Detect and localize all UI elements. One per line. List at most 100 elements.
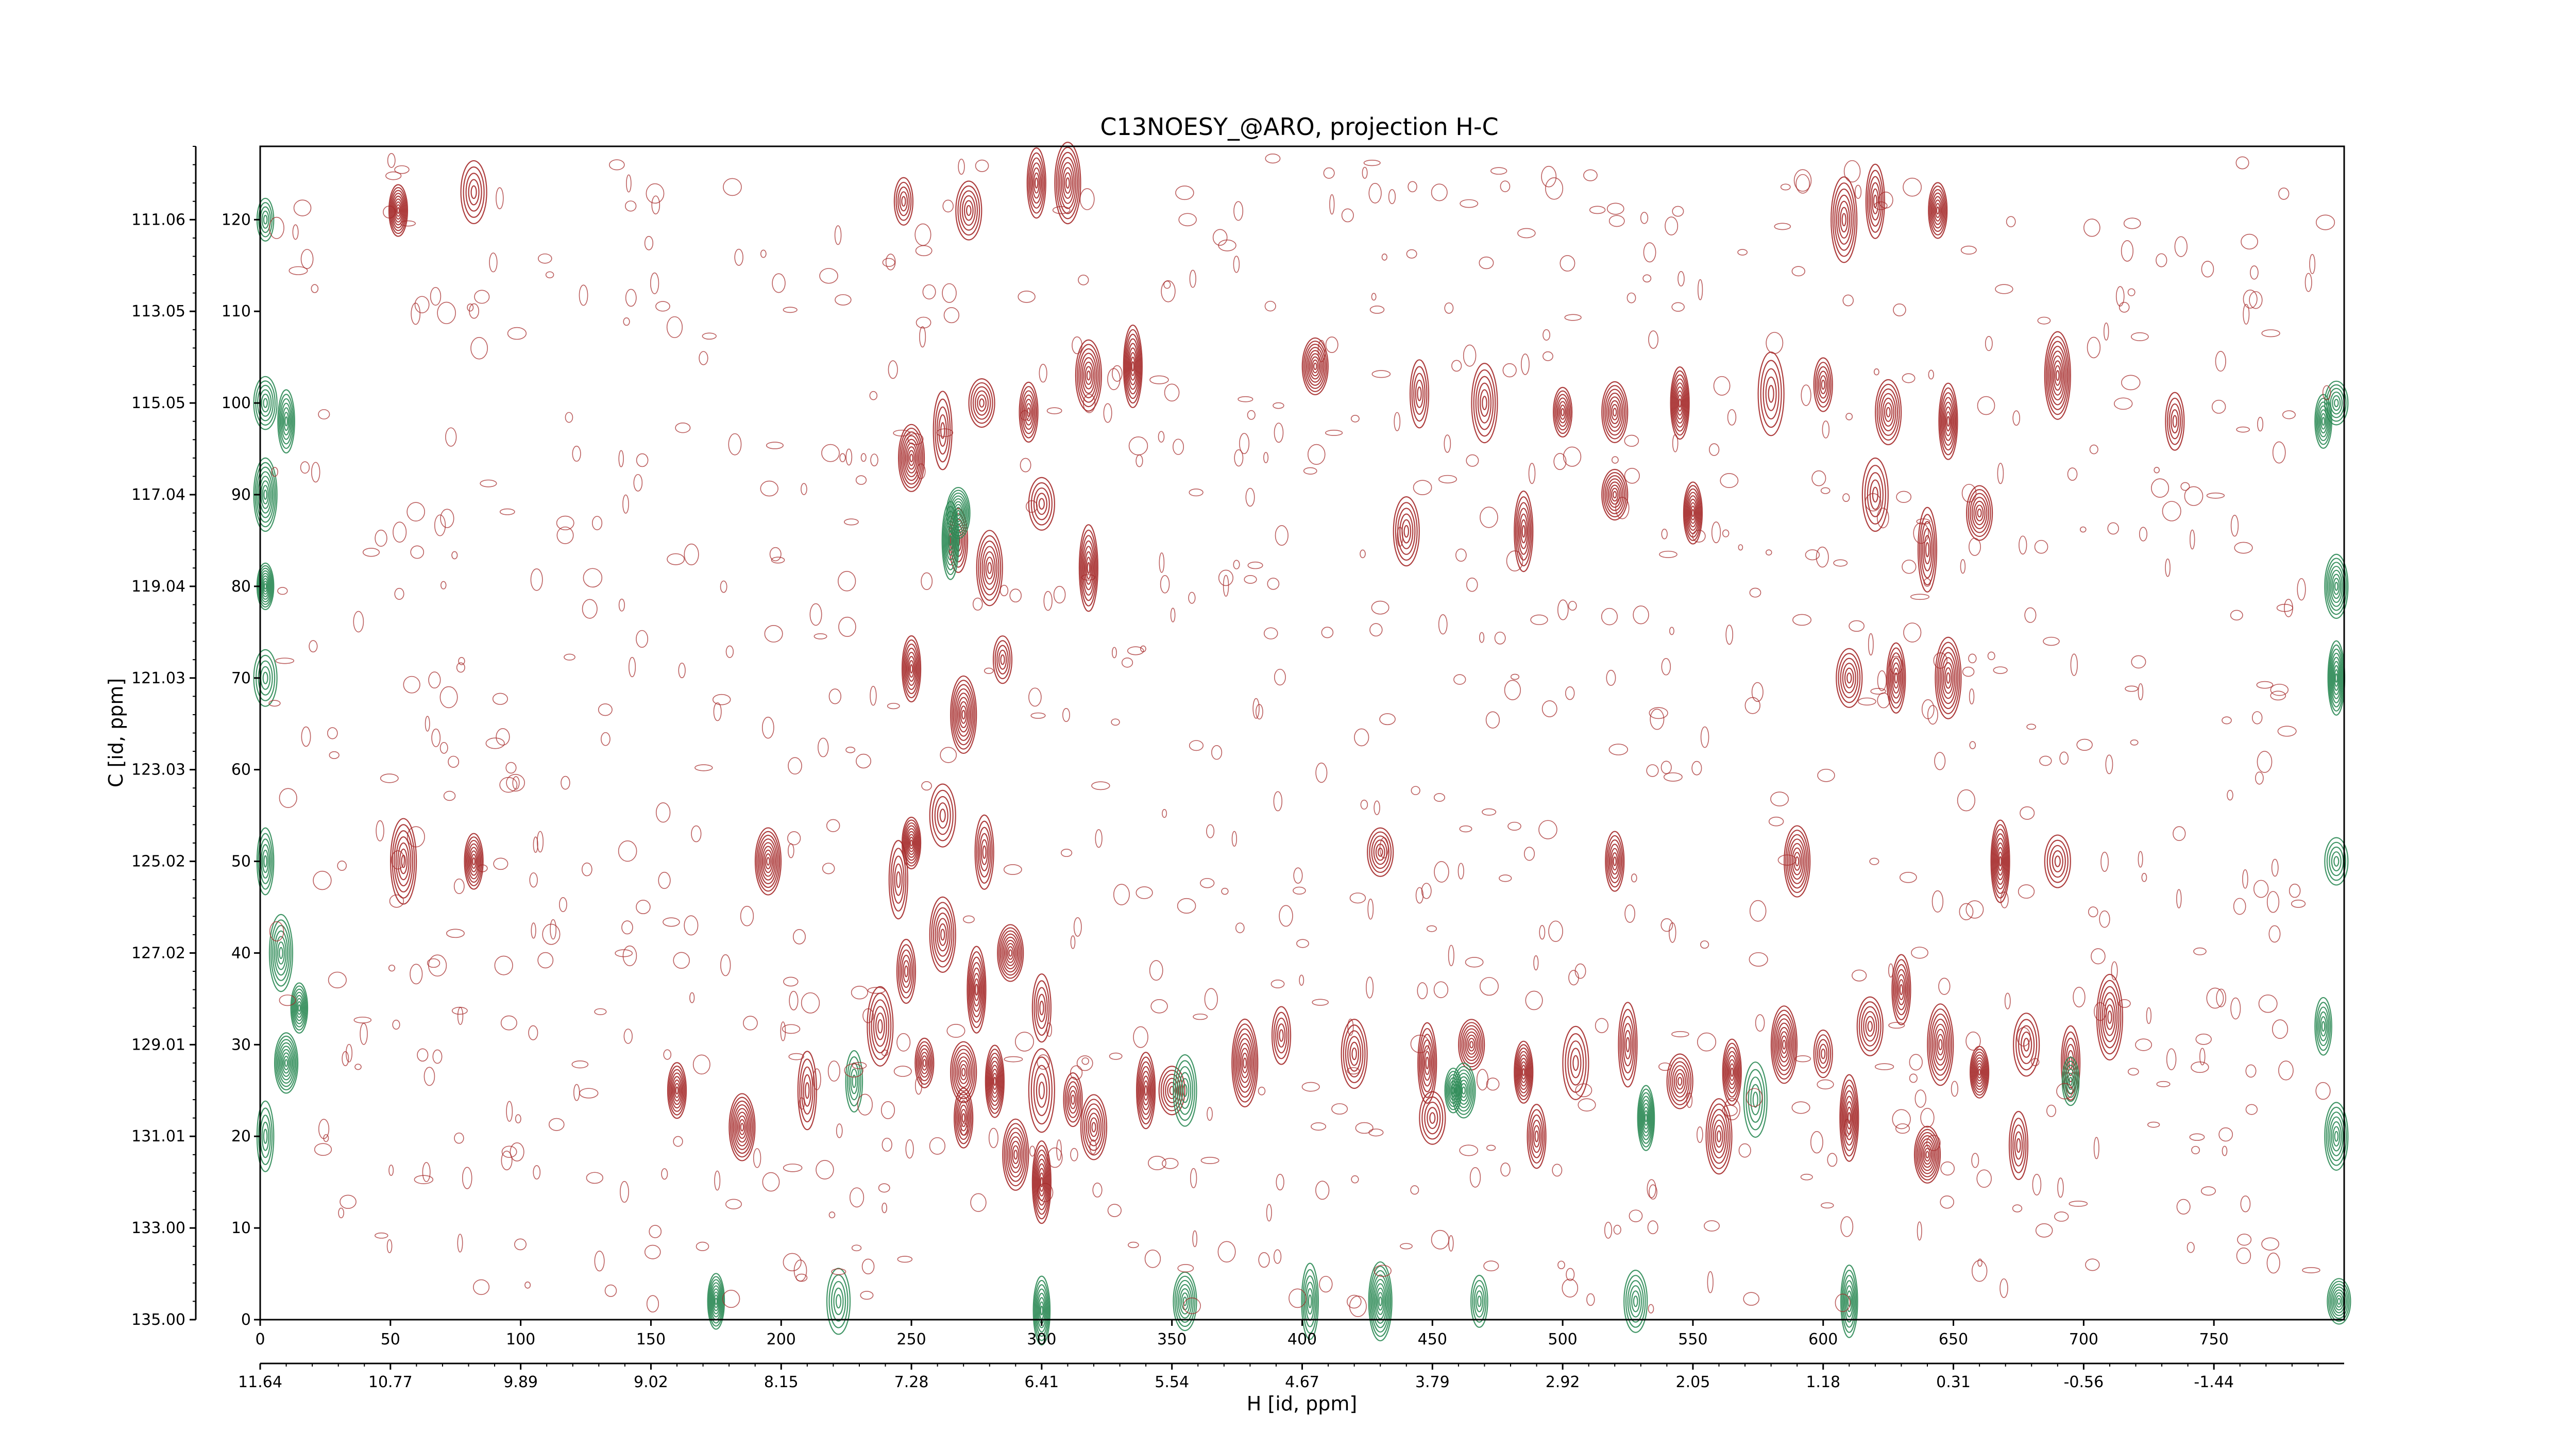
positive-peak-contour (1427, 1107, 1438, 1130)
positive-peak-contour (740, 1123, 744, 1132)
positive-peak-contour (1928, 182, 1948, 239)
negative-peak-contour (278, 1042, 295, 1084)
noise-contour (734, 248, 743, 266)
noise-contour (1091, 781, 1110, 790)
negative-peak-contour (1180, 1078, 1190, 1103)
noise-contour (867, 987, 886, 994)
noise-contour (818, 737, 829, 757)
noise-contour (329, 751, 340, 759)
noise-contour (1533, 955, 1539, 971)
noise-contour (1766, 332, 1784, 354)
positive-peak-contour (1716, 1130, 1722, 1142)
noise-contour (1349, 892, 1366, 904)
negative-peak-contour (1368, 1261, 1393, 1342)
positive-peak-contour (1975, 1060, 1985, 1085)
positive-peak-contour (892, 855, 905, 904)
positive-peak-contour (2008, 1110, 2029, 1181)
noise-contour (2091, 948, 2106, 965)
negative-peak-contour (708, 1276, 724, 1327)
positive-peak-contour (1729, 1063, 1735, 1081)
noise-contour (946, 1023, 965, 1038)
positive-peak-contour (1303, 340, 1328, 392)
noise-contour (300, 461, 310, 474)
noise-contour (2261, 1237, 2279, 1251)
noise-contour (458, 657, 465, 665)
positive-peak-contour (1570, 1048, 1582, 1079)
positive-peak-contour (975, 983, 978, 996)
positive-peak-contour (899, 427, 924, 488)
noise-contour (2268, 925, 2281, 943)
negative-peak-contour (1637, 1085, 1655, 1151)
positive-peak-contour (1471, 362, 1498, 444)
positive-peak-contour (2045, 336, 2070, 415)
positive-peak-contour (1606, 835, 1623, 888)
positive-peak-contour (959, 1104, 969, 1132)
positive-peak-contour (1727, 1059, 1736, 1085)
noise-contour (1877, 508, 1889, 529)
noise-contour (2250, 265, 2259, 280)
positive-peak-contour (1899, 984, 1904, 996)
positive-peak-contour (1349, 1041, 1360, 1066)
positive-peak-contour (1604, 475, 1625, 514)
positive-peak-contour (1856, 996, 1884, 1056)
negative-peak-contour (1842, 1275, 1856, 1328)
positive-peak-contour (1840, 1080, 1858, 1157)
noise-contour (492, 693, 508, 705)
positive-peak-contour (909, 839, 913, 847)
positive-peak-contour (1527, 1104, 1547, 1169)
positive-peak-contour (1475, 376, 1494, 430)
negative-peak-contour (1179, 1288, 1191, 1315)
noise-contour (1888, 1022, 1905, 1029)
positive-peak-contour (1933, 1023, 1947, 1066)
positive-peak-contour (1517, 1051, 1531, 1093)
noise-contour (1303, 467, 1317, 475)
noise-contour (1770, 791, 1789, 806)
positive-peak-contour (2044, 834, 2071, 888)
negative-peak-contour (1301, 1262, 1319, 1340)
negative-peak-contour (1373, 1278, 1387, 1324)
noise-contour (448, 755, 460, 768)
noise-contour (1793, 169, 1812, 192)
positive-peak-contour (1241, 1052, 1248, 1073)
positive-peak-contour (1793, 852, 1801, 871)
noise-contour (851, 1244, 862, 1252)
positive-peak-contour (906, 831, 917, 855)
positive-peak-contour (2046, 839, 2069, 883)
positive-peak-contour (1033, 980, 1050, 1036)
noise-contour (2121, 240, 2134, 262)
positive-peak-contour (917, 1044, 932, 1082)
positive-peak-contour (1084, 366, 1093, 385)
noise-contour (1672, 434, 1679, 452)
noise-contour (650, 272, 659, 294)
x-ppm-tick-label: 3.79 (1415, 1373, 1450, 1391)
noise-contour (661, 1168, 668, 1180)
noise-contour (1595, 1018, 1609, 1033)
noise-contour (788, 1053, 804, 1060)
noise-contour (1755, 1014, 1765, 1032)
noise-contour (1665, 216, 1679, 235)
positive-peak-contour (935, 398, 951, 463)
noise-contour (506, 774, 525, 792)
noise-contour (1315, 762, 1328, 783)
x-index-tick-label: 550 (1678, 1330, 1707, 1349)
positive-peak-contour (937, 802, 948, 829)
positive-peak-contour (1415, 379, 1424, 408)
noise-contour (2138, 683, 2144, 701)
noise-contour (292, 224, 299, 240)
noise-contour (1451, 360, 1462, 372)
noise-contour (1543, 329, 1551, 341)
noise-contour (2206, 987, 2224, 1009)
noise-contour (1608, 744, 1629, 755)
noise-contour (1564, 314, 1582, 321)
noise-contour (816, 1160, 834, 1180)
noise-contour (598, 703, 613, 716)
noise-contour (474, 290, 490, 304)
negative-peak-contour (2314, 997, 2332, 1056)
positive-peak-contour (901, 196, 906, 207)
noise-contour (2032, 1173, 2042, 1195)
noise-contour (2162, 501, 2181, 521)
positive-peak-contour (1930, 189, 1945, 232)
positive-peak-contour (1086, 557, 1092, 580)
noise-contour (1962, 666, 1975, 677)
noise-contour (2035, 1223, 2053, 1238)
